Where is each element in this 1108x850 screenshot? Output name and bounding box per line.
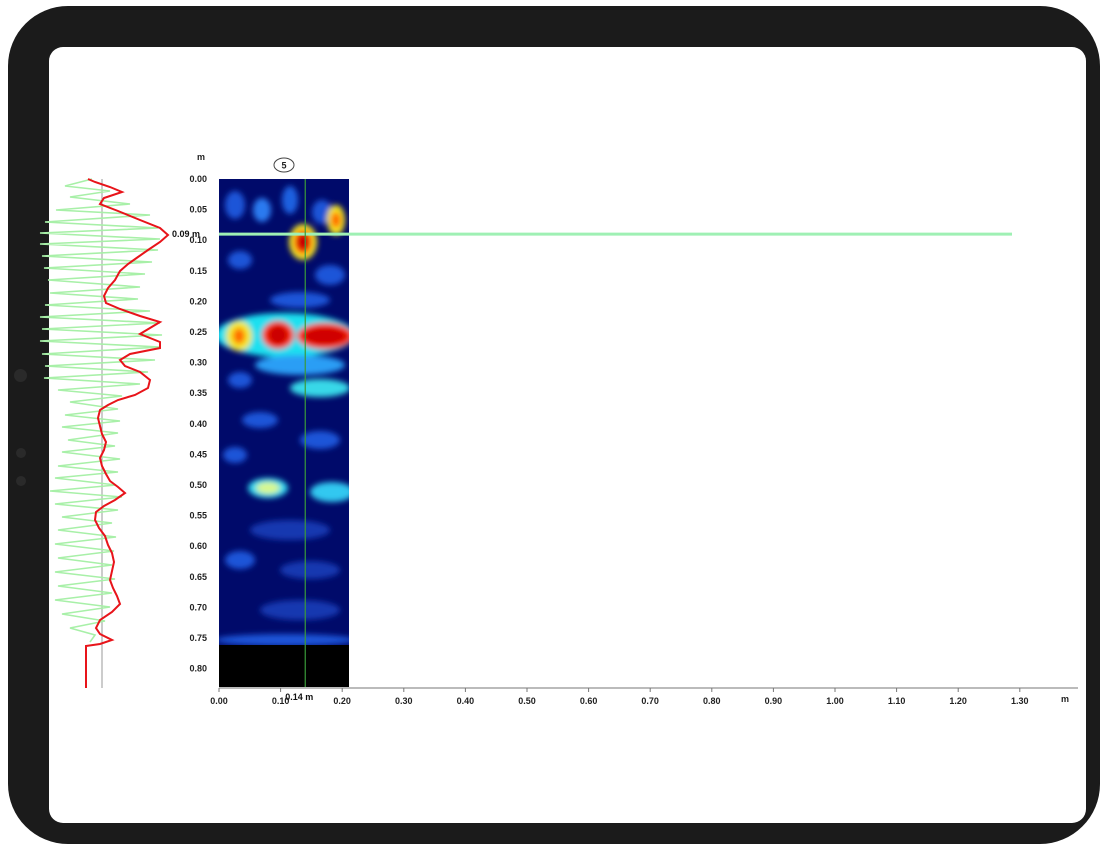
side-camera-dot bbox=[14, 369, 27, 382]
distance-tick-label: 0.00 bbox=[210, 696, 228, 706]
distance-tick-label: 1.10 bbox=[888, 696, 906, 706]
depth-tick-label: 0.20 bbox=[189, 296, 207, 306]
distance-tick-label: 0.40 bbox=[457, 696, 475, 706]
distance-tick-label: 0.60 bbox=[580, 696, 598, 706]
distance-tick-label: 1.30 bbox=[1011, 696, 1029, 706]
depth-tick-label: 0.45 bbox=[189, 449, 207, 459]
depth-tick-label: 0.60 bbox=[189, 541, 207, 551]
depth-unit-label: m bbox=[197, 152, 205, 162]
red-envelope-trace bbox=[85, 178, 170, 688]
radargram-image[interactable] bbox=[215, 179, 355, 687]
side-button-1 bbox=[16, 448, 26, 458]
depth-tick-label: 0.30 bbox=[189, 358, 207, 368]
distance-unit-label: m bbox=[1061, 694, 1069, 704]
depth-tick-label: 0.00 bbox=[189, 174, 207, 184]
distance-cursor-label: 0.14 m bbox=[285, 692, 313, 702]
depth-tick-label: 0.50 bbox=[189, 480, 207, 490]
depth-tick-label: 0.55 bbox=[189, 511, 207, 521]
distance-tick-label: 0.30 bbox=[395, 696, 413, 706]
distance-tick-label: 0.20 bbox=[333, 696, 351, 706]
depth-tick-label: 0.80 bbox=[189, 664, 207, 674]
depth-tick-label: 0.35 bbox=[189, 388, 207, 398]
depth-tick-label: 0.65 bbox=[189, 572, 207, 582]
depth-tick-label: 0.15 bbox=[189, 266, 207, 276]
distance-tick-label: 0.80 bbox=[703, 696, 721, 706]
depth-tick-label: 0.25 bbox=[189, 327, 207, 337]
scan-number-text: 5 bbox=[281, 161, 286, 171]
depth-axis-ticks: 0.00 0.05 0.10 0.15 0.20 0.25 0.30 0.35 0.40 0.45… bbox=[189, 174, 207, 674]
distance-tick-label: 0.70 bbox=[641, 696, 659, 706]
green-waveform-trace bbox=[39, 178, 163, 643]
distance-tick-label: 1.00 bbox=[826, 696, 844, 706]
depth-cursor-label: 0.09 m bbox=[172, 229, 200, 239]
a-scan-trace-panel bbox=[39, 178, 170, 688]
distance-axis-ticks: 0.00 0.10 0.20 0.30 0.40 0.50 0.60 0.70 0.80 0.90… bbox=[210, 688, 1029, 706]
depth-tick-label: 0.10 bbox=[189, 235, 207, 245]
distance-tick-label: 0.10 bbox=[272, 696, 290, 706]
distance-tick-label: 1.20 bbox=[949, 696, 967, 706]
side-button-2 bbox=[16, 476, 26, 486]
depth-tick-label: 0.70 bbox=[189, 602, 207, 612]
depth-tick-label: 0.75 bbox=[189, 633, 207, 643]
scan-number-badge[interactable]: 5 bbox=[273, 157, 295, 173]
depth-tick-label: 0.40 bbox=[189, 419, 207, 429]
depth-tick-label: 0.05 bbox=[189, 205, 207, 215]
tablet-device-frame bbox=[8, 6, 1100, 844]
distance-tick-label: 0.90 bbox=[765, 696, 783, 706]
distance-tick-label: 0.50 bbox=[518, 696, 536, 706]
